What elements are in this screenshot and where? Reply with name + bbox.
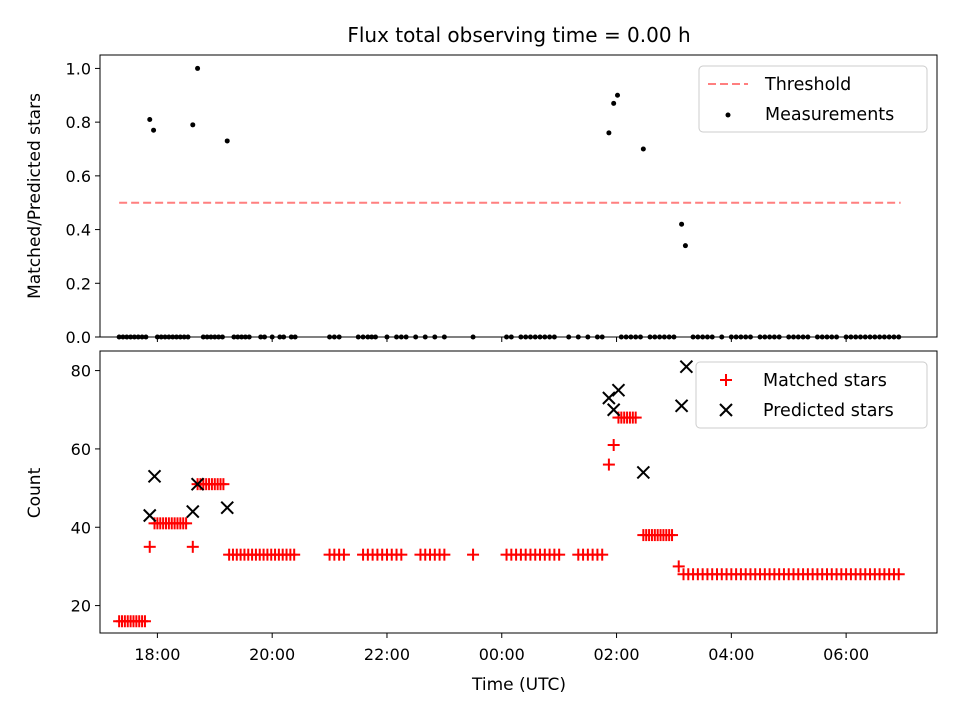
predicted-star-marker <box>606 403 621 417</box>
count-y-tick-label: 60 <box>71 440 91 459</box>
ratio-y-tick-label: 0.2 <box>66 274 91 293</box>
matched-star-marker <box>892 568 905 581</box>
x-axis-label: Time (UTC) <box>471 675 566 695</box>
predicted-star-marker <box>679 359 694 374</box>
ratio-y-axis-label: Matched/Predicted stars <box>25 93 45 299</box>
matched-star-marker <box>602 458 615 471</box>
figure-title: Flux total observing time = 0.00 h <box>347 23 690 47</box>
predicted-star-marker <box>602 391 616 405</box>
matched-star-marker <box>607 439 620 451</box>
count-x-tick-label: 00:00 <box>479 645 525 664</box>
count-plot: 20 40 60 80 18:00 20:00 22:00 00:00 02:00 04:00 06… <box>25 350 938 695</box>
count-x-tick-label: 06:00 <box>823 645 869 664</box>
matched-star-marker <box>438 548 451 561</box>
ratio-plot: 0.0 0.2 0.4 0.6 0.8 1.0 Matched/Predicted sta… <box>25 54 938 347</box>
predicted-star-marker <box>611 383 626 397</box>
measurement-point <box>615 92 621 98</box>
count-x-tick-label: 18:00 <box>134 645 180 664</box>
measurement-point <box>682 243 688 249</box>
matched-star-marker <box>337 548 350 561</box>
count-y-axis-label: Count <box>25 467 45 518</box>
legend-threshold-label: Threshold <box>764 75 851 95</box>
measurement-point <box>606 130 612 136</box>
matched-star-marker <box>596 548 609 561</box>
measurement-point <box>640 146 646 152</box>
matched-star-marker <box>395 548 408 561</box>
count-y-tick-label: 40 <box>71 518 91 537</box>
measurement-point <box>679 221 685 227</box>
matched-star-marker <box>186 540 199 553</box>
legend-matched-swatch <box>720 374 732 386</box>
matched-star-marker <box>553 548 566 561</box>
predicted-star-marker <box>147 469 162 484</box>
count-x-tick-label: 20:00 <box>249 645 295 664</box>
ratio-y-tick-label: 1.0 <box>66 59 91 78</box>
matched-star-marker <box>672 560 685 573</box>
predicted-star-marker <box>220 500 234 515</box>
count-legend: Matched stars Predicted stars <box>695 361 928 429</box>
count-y-tick-label: 20 <box>71 597 91 616</box>
matched-star-marker <box>629 411 642 424</box>
predicted-star-marker <box>143 508 157 523</box>
matched-star-marker <box>288 548 301 561</box>
measurement-point <box>611 100 617 106</box>
count-x-tick-label: 02:00 <box>593 645 639 664</box>
ratio-legend: Threshold Measurements <box>698 65 928 133</box>
legend-matched-label: Matched stars <box>763 371 887 391</box>
legend-predicted-label: Predicted stars <box>763 401 894 421</box>
matched-star-marker <box>138 615 151 628</box>
matched-star-marker <box>666 529 679 542</box>
matched-star-marker <box>143 540 156 553</box>
matched-star-marker <box>217 478 230 491</box>
legend-measurements-swatch <box>725 112 731 118</box>
count-x-tick-label: 04:00 <box>708 645 754 664</box>
ratio-legend-box <box>698 65 928 133</box>
predicted-star-marker <box>636 465 651 480</box>
matched-star-marker <box>467 548 480 561</box>
ratio-y-tick-label: 0.4 <box>66 221 91 240</box>
ratio-plot-frame <box>99 54 938 338</box>
count-plot-frame <box>99 350 938 634</box>
ratio-y-tick-label: 0.6 <box>66 167 91 186</box>
measurement-point <box>151 127 157 133</box>
count-y-tick-label: 80 <box>71 362 91 381</box>
predicted-star-marker <box>190 477 205 491</box>
predicted-star-marker <box>674 399 689 413</box>
predicted-star-marker <box>186 504 200 519</box>
count-legend-box <box>695 361 928 429</box>
ratio-y-tick-label: 0.8 <box>66 113 91 132</box>
measurement-point <box>195 65 201 71</box>
legend-predicted-swatch <box>719 403 733 417</box>
legend-measurements-label: Measurements <box>765 105 894 125</box>
ratio-y-tick-label: 0.0 <box>66 328 91 347</box>
measurement-point <box>147 116 153 122</box>
count-x-tick-label: 22:00 <box>364 645 410 664</box>
measurement-point <box>224 138 230 144</box>
measurement-point <box>190 122 196 128</box>
matched-star-marker <box>180 517 193 530</box>
